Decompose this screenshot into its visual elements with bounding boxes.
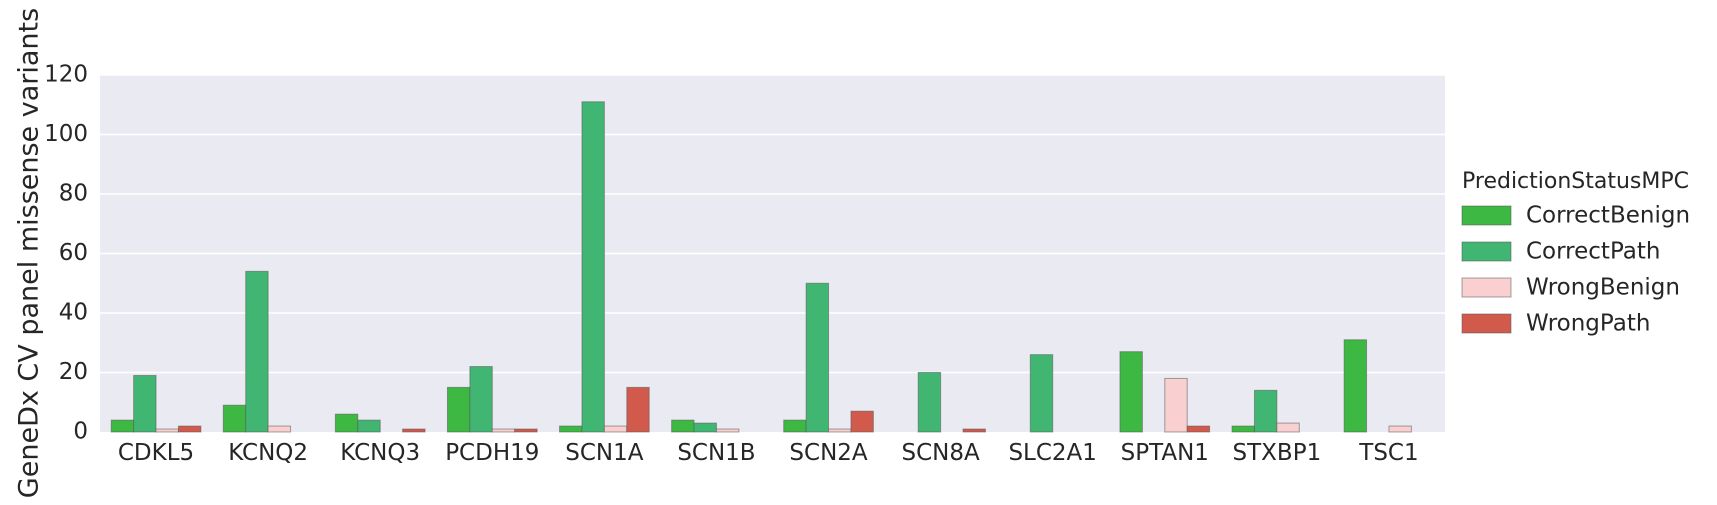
bar [1186, 425, 1211, 433]
bars [110, 101, 1412, 433]
bar [357, 419, 381, 433]
bar [715, 428, 740, 433]
legend-label: WrongPath [1526, 311, 1650, 337]
bar [581, 101, 605, 433]
y-tick-label: 80 [59, 181, 88, 207]
x-tick-label: SCN8A [902, 440, 980, 466]
bar [1029, 354, 1054, 433]
y-axis-label: GeneDx CV panel missense variants [14, 8, 45, 498]
bar [917, 372, 942, 433]
bar [962, 428, 986, 433]
y-axis-ticks: 0 20 40 60 80 100 120 [44, 62, 88, 445]
legend-label: CorrectPath [1526, 239, 1660, 265]
x-tick-label: PCDH19 [445, 440, 539, 466]
x-tick-label: SCN1A [565, 440, 643, 466]
x-tick-label: SPTAN1 [1121, 440, 1209, 466]
bar [222, 404, 247, 433]
legend-label: WrongBenign [1526, 275, 1680, 301]
legend-swatch [1461, 205, 1512, 226]
x-tick-label: TSC1 [1358, 440, 1418, 466]
bar [469, 366, 493, 433]
legend: PredictionStatusMPC CorrectBenign Correct… [1461, 169, 1690, 337]
bar [133, 374, 157, 433]
bar [110, 419, 135, 433]
legend-title: PredictionStatusMPC [1462, 169, 1689, 194]
bar [850, 410, 874, 433]
bar [693, 422, 717, 433]
bar [155, 428, 179, 433]
bar [671, 419, 695, 433]
x-tick-label: SCN2A [789, 440, 867, 466]
legend-swatch [1461, 313, 1512, 334]
bar [805, 282, 830, 433]
bar [402, 428, 426, 433]
y-tick-label: 40 [59, 300, 88, 326]
bar [626, 386, 650, 433]
bar [1253, 389, 1278, 433]
x-tick-label: KCNQ2 [228, 440, 308, 466]
bar [1343, 339, 1368, 433]
y-tick-label: 120 [44, 62, 88, 88]
gridlines [100, 74, 1445, 374]
bar [514, 428, 538, 433]
legend-swatch [1461, 277, 1512, 298]
x-tick-label: SLC2A1 [1008, 440, 1096, 466]
x-tick-label: SCN1B [677, 440, 755, 466]
bar [267, 425, 292, 433]
bar [1119, 351, 1143, 433]
bar [177, 425, 202, 433]
y-tick-label: 20 [59, 359, 88, 385]
bar [1231, 425, 1255, 433]
bar [1164, 377, 1188, 433]
bar [446, 386, 471, 433]
bar [245, 270, 269, 433]
bar [334, 413, 359, 433]
x-tick-label: KCNQ3 [340, 440, 420, 466]
y-tick-label: 100 [44, 121, 88, 147]
y-tick-label: 60 [59, 240, 88, 266]
bar [783, 419, 807, 433]
bar [491, 428, 516, 433]
x-tick-label: STXBP1 [1233, 440, 1322, 466]
legend-label: CorrectBenign [1526, 203, 1690, 229]
y-tick-label: 0 [73, 419, 88, 445]
x-axis-ticks: CDKL5 KCNQ2 KCNQ3 PCDH19 SCN1A SCN1B SCN2A SCN8… [118, 440, 1419, 466]
bar [1276, 422, 1300, 433]
bar [828, 428, 852, 433]
legend-swatch [1461, 241, 1512, 262]
x-tick-label: CDKL5 [118, 440, 194, 466]
bar [1388, 425, 1412, 433]
bar [603, 425, 628, 433]
bar [559, 425, 583, 433]
